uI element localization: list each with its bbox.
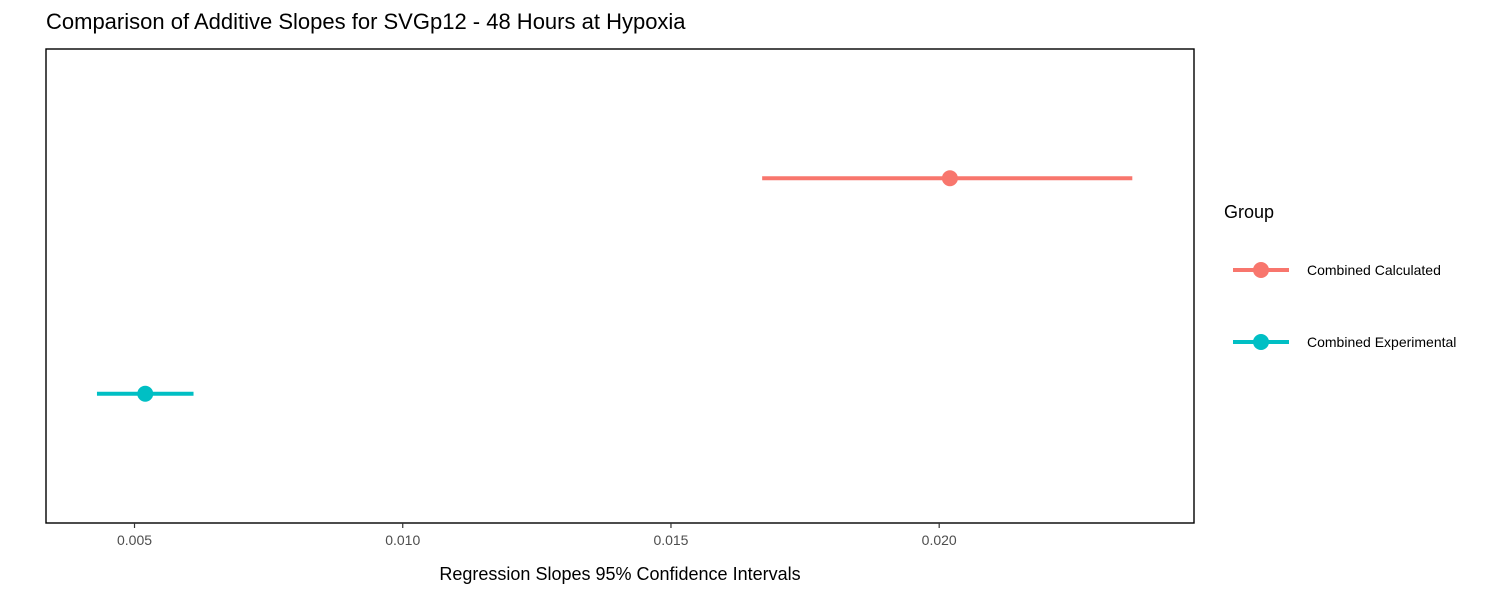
x-tick-label: 0.015 (653, 532, 688, 548)
plot-panel (45, 48, 1195, 524)
x-tick-label: 0.020 (922, 532, 957, 548)
point-estimate (941, 170, 958, 187)
plot-marks (96, 170, 1133, 402)
legend-items: Combined Calculated Combined Experimental (1233, 262, 1456, 350)
legend-label: Combined Calculated (1307, 262, 1441, 278)
legend-key-point (1253, 262, 1269, 278)
legend-label: Combined Experimental (1307, 334, 1456, 350)
chart-title: Comparison of Additive Slopes for SVGp12… (46, 9, 686, 34)
x-tick-label: 0.010 (385, 532, 420, 548)
x-axis-title: Regression Slopes 95% Confidence Interva… (439, 564, 800, 584)
point-estimate (137, 385, 154, 402)
x-tick-label: 0.005 (117, 532, 152, 548)
legend-title: Group (1224, 202, 1274, 222)
legend: Group Combined Calculated Combined Experi… (1224, 202, 1456, 350)
legend-key-point (1253, 334, 1269, 350)
x-axis-ticks: 0.005 0.010 0.015 0.020 (117, 523, 957, 548)
